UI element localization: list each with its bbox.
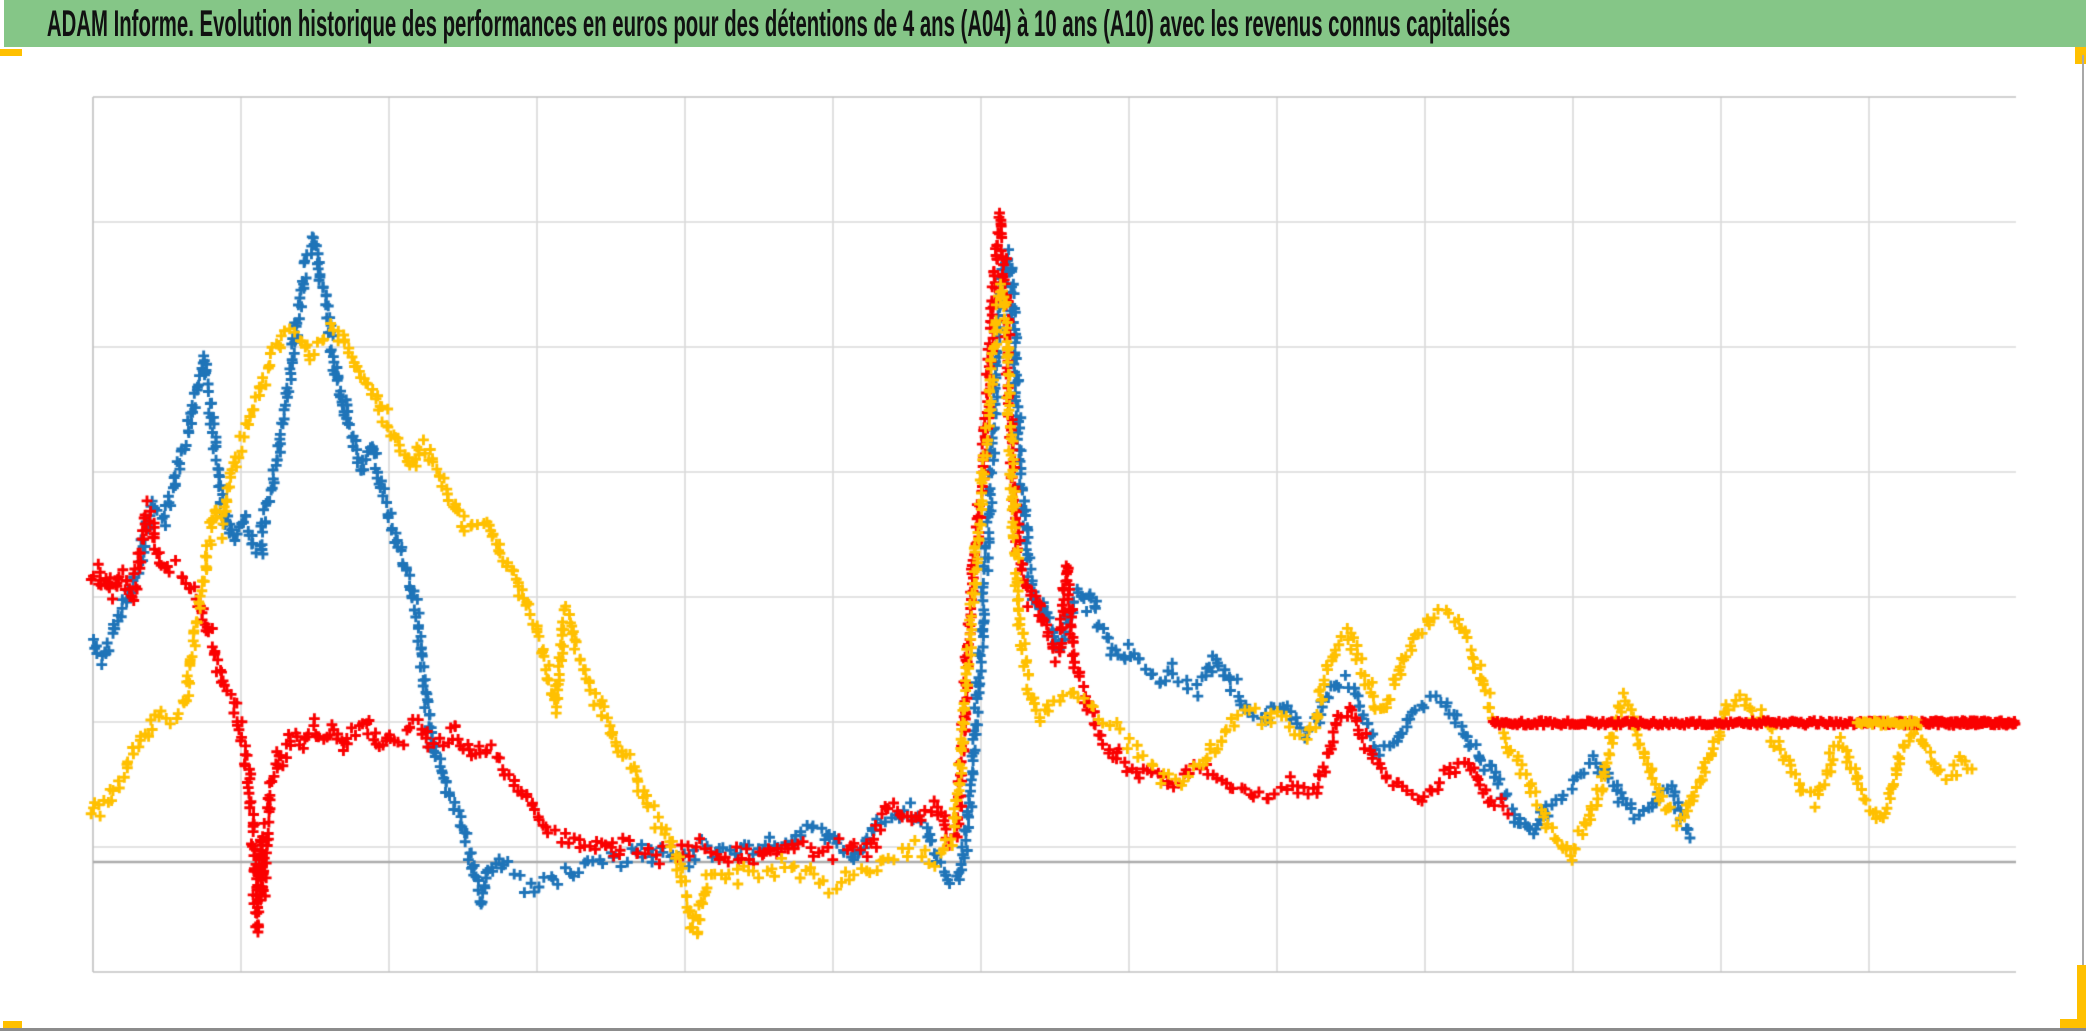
bottom-border-line	[0, 1028, 2086, 1031]
yellow-corner-top-right	[2075, 47, 2086, 64]
right-border-line	[2082, 55, 2084, 967]
yellow-corner-bottom-right-vertical	[2077, 965, 2086, 1031]
yellow-tab-top-left	[0, 49, 22, 56]
yellow-tab-bottom-left	[3, 1021, 22, 1029]
